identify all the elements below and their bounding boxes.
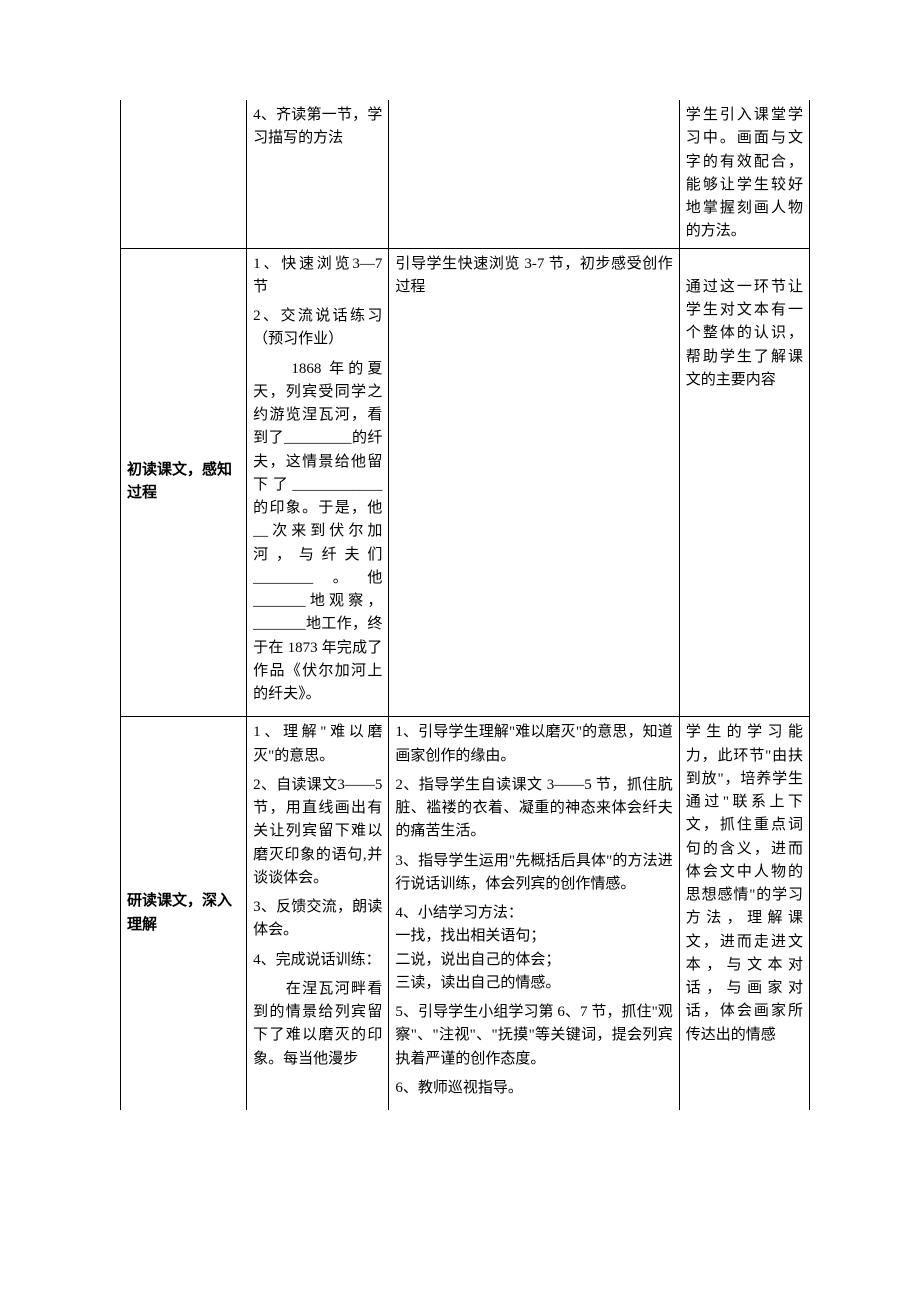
design-intent-cell: 学生的学习能力，此环节"由扶到放"，培养学生通过"联系上下文，抓住重点词句的含义… [679,717,809,1110]
table-row: 4、齐读第一节，学习描写的方法 学生引入课堂学习中。画面与文字的有效配合，能够让… [121,100,810,248]
design-intent-cell: 通过这一环节让学生对文本有一个整体的认识，帮助学生了解课文的主要内容 [679,248,809,717]
text: 2、自读课文3——5 节，用直线画出有关让列宾留下难以磨灭印象的语句,并谈谈体会… [253,774,382,890]
text: 4、完成说话训练： [253,949,382,972]
section-label-cell [121,100,247,248]
text: 2、指导学生自读课文 3——5 节，抓住肮脏、褴褛的衣着、凝重的神态来体会纤夫的… [395,774,672,844]
text: 在涅瓦河畔看到的情景给列宾留下了难以磨灭的印象。每当他漫步 [253,978,382,1071]
section-title: 初读课文，感知过程 [127,462,232,501]
text: 3、反馈交流，朗读体会。 [253,896,382,943]
text: 3、指导学生运用"先概括后具体"的方法进行说话训练，体会列宾的创作情感。 [395,850,672,897]
text: 1、理解"难以磨灭"的意思。 [253,721,382,768]
teacher-activity-cell [389,100,679,248]
section-title: 研读课文，深入理解 [127,893,232,932]
text: 5、引导学生小组学习第 6、7 节，抓住"观察"、"注视"、"抚摸"等关键词，提… [395,1001,672,1071]
table-row: 初读课文，感知过程 1、快速浏览3—7 节 2、交流说话练习（预习作业） 186… [121,248,810,717]
text: 引导学生快速浏览 3-7 节，初步感受创作过程 [395,256,672,295]
text: 通过这一环节让学生对文本有一个整体的认识，帮助学生了解课文的主要内容 [686,279,803,388]
lesson-plan-table: 4、齐读第一节，学习描写的方法 学生引入课堂学习中。画面与文字的有效配合，能够让… [120,100,810,1110]
text: 6、教师巡视指导。 [395,1077,672,1100]
document-page: 4、齐读第一节，学习描写的方法 学生引入课堂学习中。画面与文字的有效配合，能够让… [0,0,920,1302]
text: 4、小结学习方法： 一找，找出相关语句； 二说，说出自己的体会； 三读，读出自己… [395,902,672,995]
teacher-activity-cell: 引导学生快速浏览 3-7 节，初步感受创作过程 [389,248,679,717]
section-label-cell: 初读课文，感知过程 [121,248,247,717]
text: 学生引入课堂学习中。画面与文字的有效配合，能够让学生较好地掌握刻画人物的方法。 [686,107,803,239]
text: 1、快速浏览3—7 节 [253,253,382,300]
teacher-activity-cell: 1、引导学生理解"难以磨灭"的意思，知道画家创作的缘由。 2、指导学生自读课文 … [389,717,679,1110]
text: 1、引导学生理解"难以磨灭"的意思，知道画家创作的缘由。 [395,721,672,768]
design-intent-cell: 学生引入课堂学习中。画面与文字的有效配合，能够让学生较好地掌握刻画人物的方法。 [679,100,809,248]
text: 4、齐读第一节，学习描写的方法 [253,104,382,151]
text: 2、交流说话练习（预习作业） [253,305,382,352]
text: 1868 年的夏天，列宾受同学之约游览涅瓦河，看到了_________的纤夫，这… [253,358,382,707]
text: 学生的学习能力，此环节"由扶到放"，培养学生通过"联系上下文，抓住重点词句的含义… [686,724,803,1042]
student-activity-cell: 4、齐读第一节，学习描写的方法 [247,100,389,248]
student-activity-cell: 1、理解"难以磨灭"的意思。 2、自读课文3——5 节，用直线画出有关让列宾留下… [247,717,389,1110]
student-activity-cell: 1、快速浏览3—7 节 2、交流说话练习（预习作业） 1868 年的夏天，列宾受… [247,248,389,717]
table-row: 研读课文，深入理解 1、理解"难以磨灭"的意思。 2、自读课文3——5 节，用直… [121,717,810,1110]
section-label-cell: 研读课文，深入理解 [121,717,247,1110]
